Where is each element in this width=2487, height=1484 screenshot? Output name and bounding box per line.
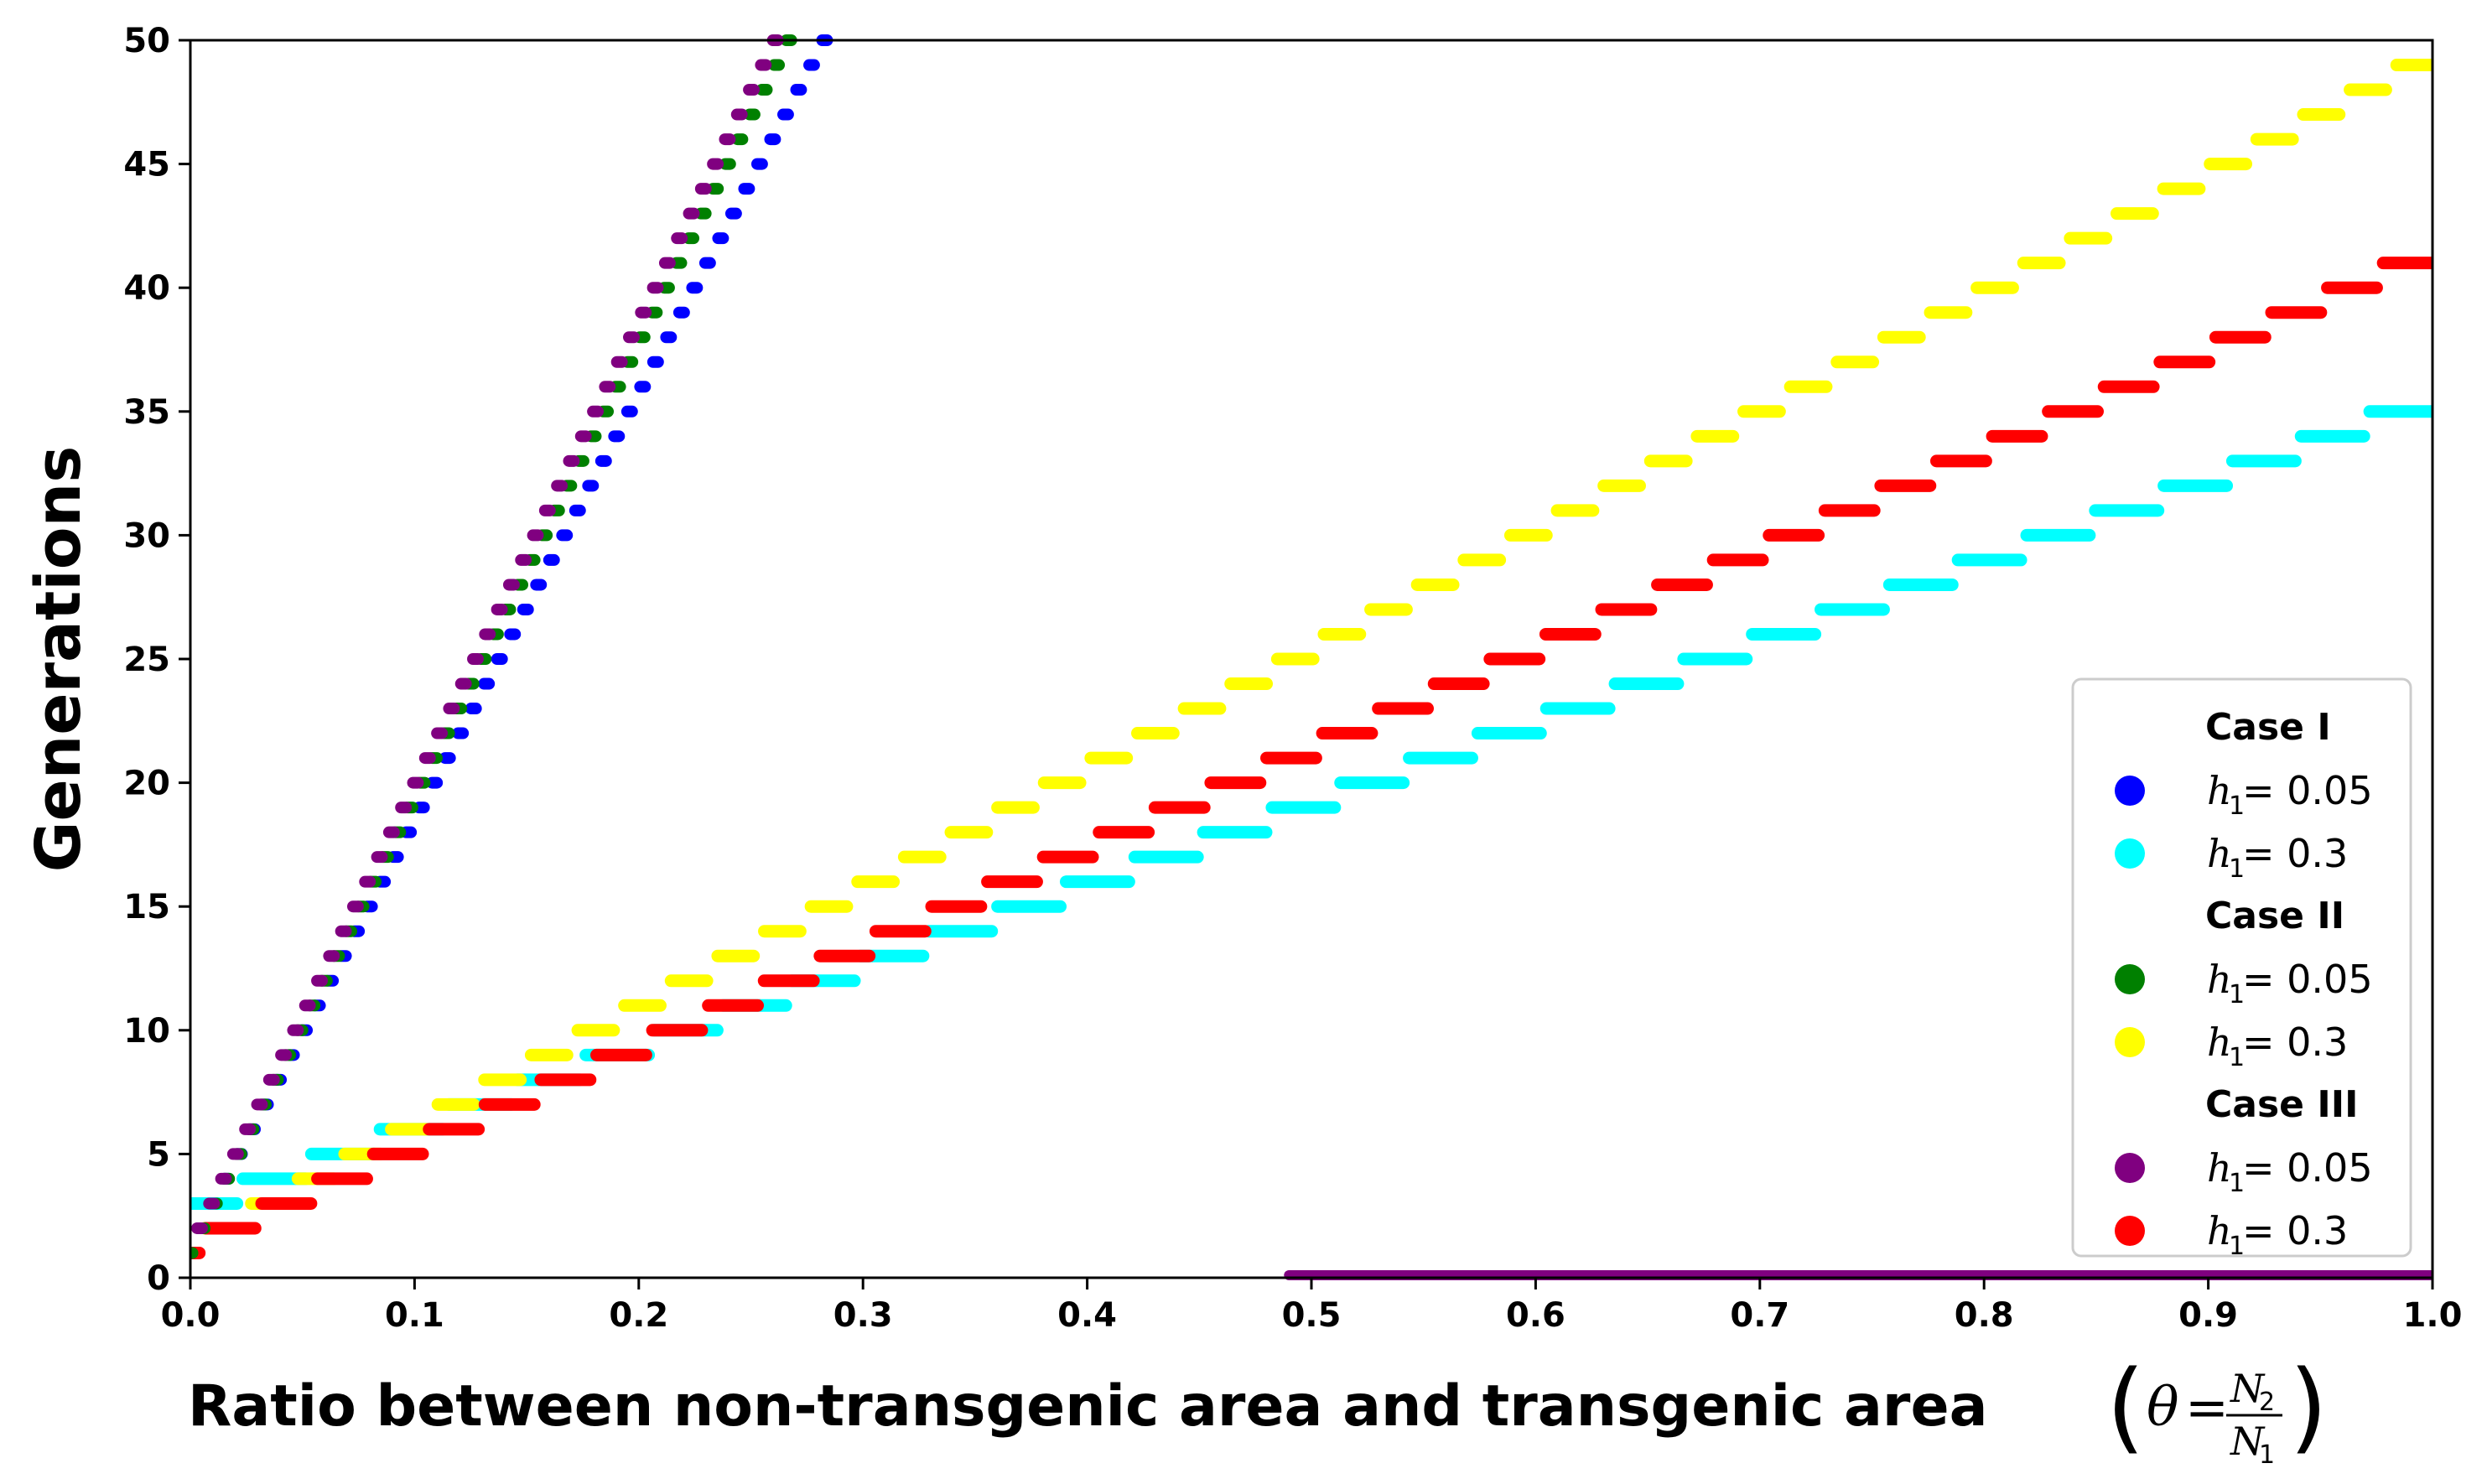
series-case-iii-h1-0_05 [191,34,2432,1280]
x-tick-label: 0.0 [161,1296,221,1335]
x-tick-label: 0.9 [2178,1296,2238,1335]
legend-label-value: = 0.3 [2242,1208,2348,1253]
legend-group-title: Case I [2205,706,2331,749]
x-axis-label-denominator-subscript: 1 [2259,1440,2275,1470]
y-tick-label: 10 [123,1012,170,1051]
legend-group-title: Case III [2205,1083,2358,1126]
x-axis: 0.0 0.1 0.2 0.3 0.4 0.5 0.6 0.7 0.8 0.9 1.0 [161,1278,2463,1335]
legend-marker [2115,838,2145,869]
legend-label-variable: h [2207,831,2232,876]
x-axis-label-open-paren: ( [2106,1348,2145,1464]
y-tick-label: 45 [123,146,170,184]
legend-label-variable: h [2207,1020,2232,1065]
x-axis-label-denominator: N [2230,1419,2266,1464]
series-case-iii-h1-0_3 [190,257,2432,1259]
legend-label-subscript: 1 [2229,1232,2245,1261]
legend-label-subscript: 1 [2229,1169,2245,1198]
y-tick-label: 20 [123,765,170,803]
legend-marker [2115,964,2145,994]
y-axis-label: Generations [23,446,95,873]
x-axis-label-text: Ratio between non-transgenic area and tr… [188,1373,1987,1440]
x-tick-label: 0.2 [609,1296,668,1335]
x-axis-label-numerator-subscript: 2 [2259,1388,2275,1417]
legend-label-variable: h [2207,1145,2232,1191]
legend-box [2071,677,2412,1258]
legend-label-value: = 0.05 [2242,1145,2373,1191]
x-tick-label: 1.0 [2403,1296,2463,1335]
legend-label-subscript: 1 [2229,1043,2245,1072]
legend-label-variable: h [2207,768,2232,813]
legend-label-value: = 0.05 [2242,957,2373,1002]
legend-label-variable: h [2207,1208,2232,1253]
y-axis: 0 5 10 15 20 25 30 35 40 45 50 [123,22,190,1298]
x-axis-label-theta: θ [2147,1377,2179,1439]
legend-label-value: = 0.3 [2242,831,2348,876]
legend-marker [2115,1216,2145,1246]
x-tick-label: 0.1 [385,1296,444,1335]
x-tick-label: 0.6 [1506,1296,1565,1335]
x-axis-label: Ratio between non-transgenic area and tr… [188,1348,2328,1470]
legend-label-variable: h [2207,957,2232,1002]
y-tick-label: 40 [123,269,170,308]
series-layer [190,34,2432,1280]
x-axis-label-numerator: N [2230,1366,2266,1411]
y-tick-label: 30 [123,516,170,555]
x-tick-label: 0.8 [1955,1296,2014,1335]
y-tick-label: 15 [123,888,170,926]
plot-area [190,34,2432,1280]
y-tick-label: 5 [147,1135,170,1174]
x-axis-label-equals: = [2185,1377,2229,1438]
legend-label-value: = 0.05 [2242,768,2373,813]
y-tick-label: 50 [123,22,170,60]
y-tick-label: 25 [123,641,170,679]
legend-label-subscript: 1 [2229,791,2245,821]
y-tick-label: 35 [123,393,170,432]
legend-marker [2115,1027,2145,1057]
y-tick-label: 0 [147,1259,170,1298]
x-tick-label: 0.5 [1282,1296,1342,1335]
legend-label-subscript: 1 [2229,854,2245,884]
x-axis-label-close-paren: ) [2289,1348,2328,1464]
legend-marker [2115,776,2145,806]
x-tick-label: 0.4 [1057,1296,1117,1335]
legend-marker [2115,1153,2145,1183]
legend-label-subscript: 1 [2229,980,2245,1009]
legend-group-title: Case II [2205,895,2344,937]
x-tick-label: 0.7 [1730,1296,1789,1335]
x-tick-label: 0.3 [833,1296,893,1335]
legend-label-value: = 0.3 [2242,1020,2348,1065]
